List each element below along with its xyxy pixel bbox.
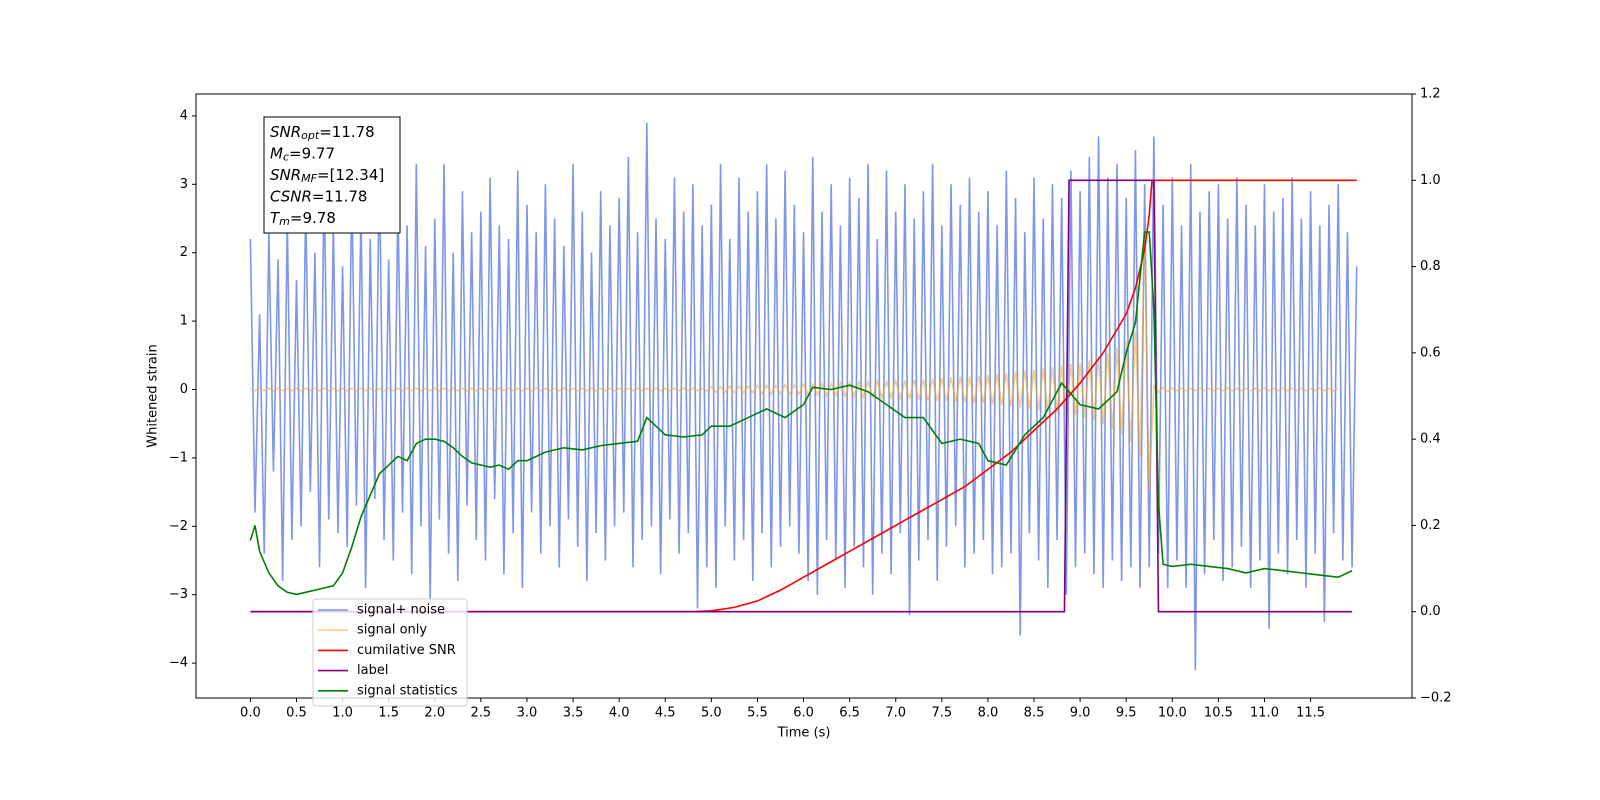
legend-label: label <box>357 663 388 678</box>
x-tick-label: 10.5 <box>1204 706 1233 721</box>
legend-box <box>312 598 468 707</box>
legend-label: signal only <box>357 623 427 638</box>
x-tick-label: 5.5 <box>747 706 768 721</box>
annotation-box <box>263 116 401 234</box>
annotation-text: =11.78 <box>312 187 368 205</box>
annotation: SNRopt=11.78Mc=9.77SNRMF=[12.34]CSNR=11.… <box>263 116 401 234</box>
annotation-symbol: SNR <box>270 166 301 184</box>
x-tick-label: 6.0 <box>793 706 814 721</box>
y2-tick-label: 1.2 <box>1420 87 1441 102</box>
y-tick-label: 0 <box>180 382 188 397</box>
annotation-subscript: m <box>279 215 290 228</box>
annotation-symbol: CSNR <box>270 187 312 205</box>
series-line <box>249 231 1353 596</box>
x-tick-label: 10.0 <box>1158 706 1187 721</box>
annotation-subscript: opt <box>301 129 320 142</box>
y-tick-label: 3 <box>180 177 188 192</box>
x-tick-label: 9.5 <box>1116 706 1137 721</box>
y2-tick-label: 0.8 <box>1420 259 1441 274</box>
annotation-subscript: MF <box>301 172 317 185</box>
x-tick-label: 1.0 <box>332 706 353 721</box>
annotation-subscript: c <box>283 151 289 164</box>
x-tick-label: 5.0 <box>701 706 722 721</box>
legend-label: signal+ noise <box>357 603 445 618</box>
x-tick-label: 7.0 <box>885 706 906 721</box>
x-tick-label: 11.5 <box>1296 706 1325 721</box>
x-tick-label: 8.5 <box>1024 706 1045 721</box>
x-tick-label: 9.0 <box>1070 706 1091 721</box>
annotation-line: SNRMF=[12.34] <box>270 166 384 186</box>
x-axis-label: Time (s) <box>777 726 831 741</box>
y-tick-label: −1 <box>169 450 188 465</box>
x-tick-label: 2.5 <box>471 706 492 721</box>
annotation-text: =9.78 <box>290 209 336 227</box>
y-tick-label: −4 <box>169 656 188 671</box>
y2-tick-label: 0.4 <box>1420 432 1441 447</box>
y2-tick-label: 0.0 <box>1420 604 1441 619</box>
y-axis-label: Whitened strain <box>146 344 161 447</box>
x-tick-label: 3.5 <box>563 706 584 721</box>
x-tick-label: 4.0 <box>609 706 630 721</box>
annotation-symbol: T <box>270 209 281 227</box>
y-tick-label: 4 <box>180 108 188 123</box>
y2-tick-label: 1.0 <box>1420 173 1441 188</box>
annotation-text: =[12.34] <box>317 166 384 184</box>
y-tick-label: 2 <box>180 245 188 260</box>
y2-tick-label: 0.2 <box>1420 518 1441 533</box>
annotation-text: =9.77 <box>289 144 335 162</box>
annotation-line: SNRopt=11.78 <box>270 123 375 143</box>
series-line <box>249 232 1339 493</box>
x-tick-label: 0.0 <box>240 706 261 721</box>
series-line <box>250 179 1353 613</box>
y-tick-label: 1 <box>180 314 188 329</box>
x-tick-label: 3.0 <box>517 706 538 721</box>
x-tick-label: 4.5 <box>655 706 676 721</box>
legend-label: signal statistics <box>357 683 458 698</box>
series-line <box>249 122 1358 670</box>
x-tick-label: 7.5 <box>931 706 952 721</box>
annotation-text: =11.78 <box>319 123 375 141</box>
series-line <box>250 179 1357 613</box>
annotation-symbol: SNR <box>270 123 301 141</box>
y-tick-label: −2 <box>169 519 188 534</box>
annotation-line: Tm=9.78 <box>270 209 336 229</box>
legend: signal+ noise signal only cumilative SNR la… <box>312 598 468 707</box>
y2-tick-label: −0.2 <box>1420 691 1452 706</box>
annotation-line: Mc=9.77 <box>270 144 335 164</box>
plot-area <box>249 122 1358 670</box>
x-tick-label: 6.5 <box>839 706 860 721</box>
annotation-symbol: M <box>270 144 283 162</box>
legend-label: cumilative SNR <box>357 643 456 658</box>
x-tick-label: 11.0 <box>1250 706 1279 721</box>
y2-tick-label: 0.6 <box>1420 345 1441 360</box>
annotation-line: CSNR=11.78 <box>270 187 367 205</box>
x-tick-label: 2.0 <box>424 706 445 721</box>
x-tick-label: 8.0 <box>978 706 999 721</box>
x-tick-label: 1.5 <box>378 706 399 721</box>
x-tick-label: 0.5 <box>286 706 307 721</box>
y-tick-label: −3 <box>169 587 188 602</box>
